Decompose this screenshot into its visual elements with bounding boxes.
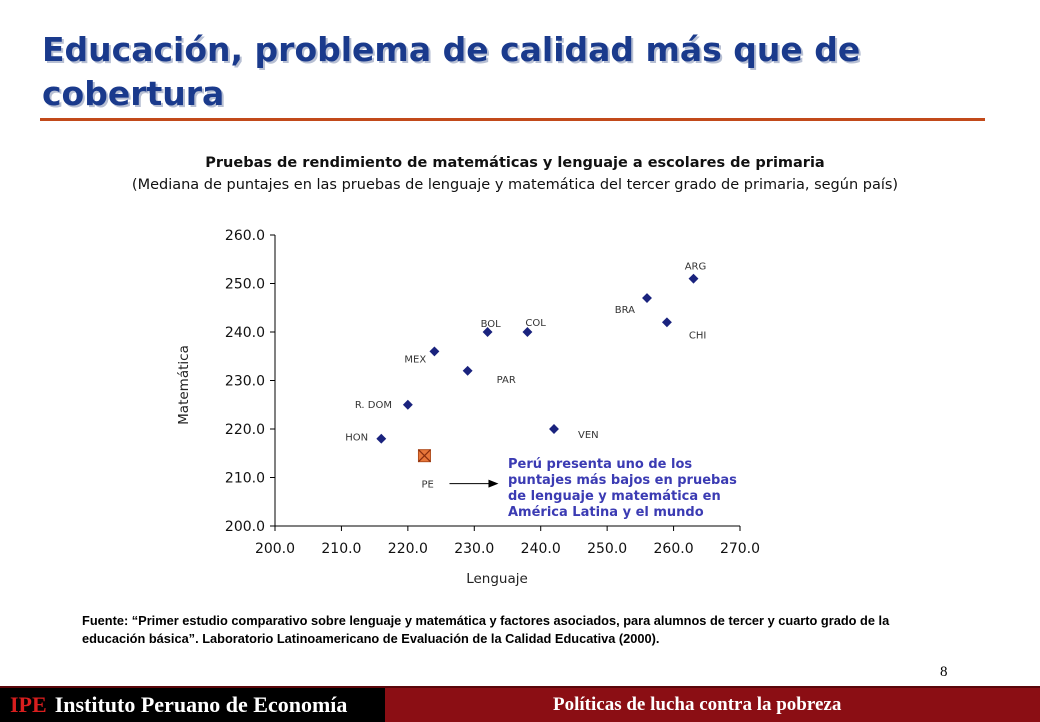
ipe-logo-text: IPE: [10, 692, 47, 717]
footer-brand: IPE Instituto Peruano de Economía: [0, 688, 385, 722]
title-rule: [40, 118, 985, 121]
x-tick-label: 210.0: [321, 541, 361, 557]
slide-title: Educación, problema de calidad más que d…: [42, 30, 861, 113]
scatter-point: [642, 293, 652, 303]
annotation-line: de lenguaje y matemática en: [508, 489, 721, 504]
annotation-arrowhead: [488, 479, 499, 488]
chart-title: Pruebas de rendimiento de matemáticas y …: [205, 155, 825, 171]
chart-subtitle: (Mediana de puntajes en las pruebas de l…: [131, 177, 899, 193]
x-tick-label: 220.0: [388, 541, 428, 557]
y-tick-label: 240.0: [225, 325, 265, 341]
annotation: Perú presenta uno de los puntajes más baj…: [449, 457, 737, 520]
scatter-point: [661, 317, 672, 328]
point-label: VEN: [578, 430, 599, 441]
y-tick-label: 220.0: [225, 422, 265, 438]
point-label: COL: [525, 318, 546, 329]
institute-name: Instituto Peruano de Economía: [54, 692, 348, 717]
annotation-line: América Latina y el mundo: [508, 505, 704, 520]
scatter-point: [482, 327, 493, 337]
scatter-point: [549, 424, 559, 434]
y-tick-label: 230.0: [225, 374, 265, 390]
point-labels: ARG BRA CHI COL BOL MEX PAR R. DOM VEN HON PE: [345, 262, 706, 491]
data-points: [376, 273, 699, 463]
tick-labels: 200.0 210.0 220.0 230.0 240.0 250.0 260.0 200.0…: [225, 228, 760, 557]
source-note: Fuente: “Primer estudio comparativo sobr…: [82, 613, 890, 646]
point-label: PAR: [497, 375, 516, 386]
point-label: ARG: [685, 262, 707, 273]
x-axis-label: Lenguaje: [466, 571, 528, 587]
scatter-point: [402, 399, 413, 410]
y-tick-label: 260.0: [225, 228, 265, 244]
point-label: BOL: [481, 319, 502, 330]
x-tick-label: 230.0: [454, 541, 494, 557]
x-tick-label: 250.0: [587, 541, 627, 557]
point-label: PE: [421, 480, 433, 491]
point-label: MEX: [404, 354, 426, 365]
x-tick-label: 240.0: [521, 541, 561, 557]
y-tick-label: 210.0: [225, 471, 265, 487]
y-tick-label: 250.0: [225, 277, 265, 293]
point-label: HON: [345, 433, 368, 444]
page-number: 8: [940, 664, 948, 680]
scatter-point: [462, 365, 473, 376]
y-axis-label: Matemática: [176, 345, 192, 425]
chart-heading: Pruebas de rendimiento de matemáticas y …: [110, 152, 920, 196]
highlight-cross: [418, 449, 431, 463]
scatter-point: [522, 327, 533, 337]
annotation-line: Perú presenta uno de los: [508, 457, 692, 472]
scatter-point: [688, 273, 699, 284]
annotation-text: Perú presenta uno de los puntajes más baj…: [508, 457, 737, 520]
y-tick-label: 200.0: [225, 519, 265, 535]
annotation-line: puntajes más bajos en pruebas: [508, 473, 737, 488]
footer-topic: Políticas de lucha contra la pobreza: [553, 694, 842, 715]
scatter-point: [429, 346, 440, 357]
point-label: R. DOM: [355, 400, 392, 411]
x-tick-label: 200.0: [255, 541, 295, 557]
scatter-chart: 200.0 210.0 220.0 230.0 240.0 250.0 260.0 200.0…: [176, 228, 760, 587]
x-tick-label: 270.0: [720, 541, 760, 557]
footer-bar: IPE Instituto Peruano de Economía Polític…: [0, 686, 1040, 722]
x-tick-label: 260.0: [654, 541, 694, 557]
axes-group: [270, 234, 741, 531]
scatter-point: [376, 433, 387, 444]
point-label: BRA: [615, 305, 635, 316]
point-label: CHI: [689, 330, 706, 341]
